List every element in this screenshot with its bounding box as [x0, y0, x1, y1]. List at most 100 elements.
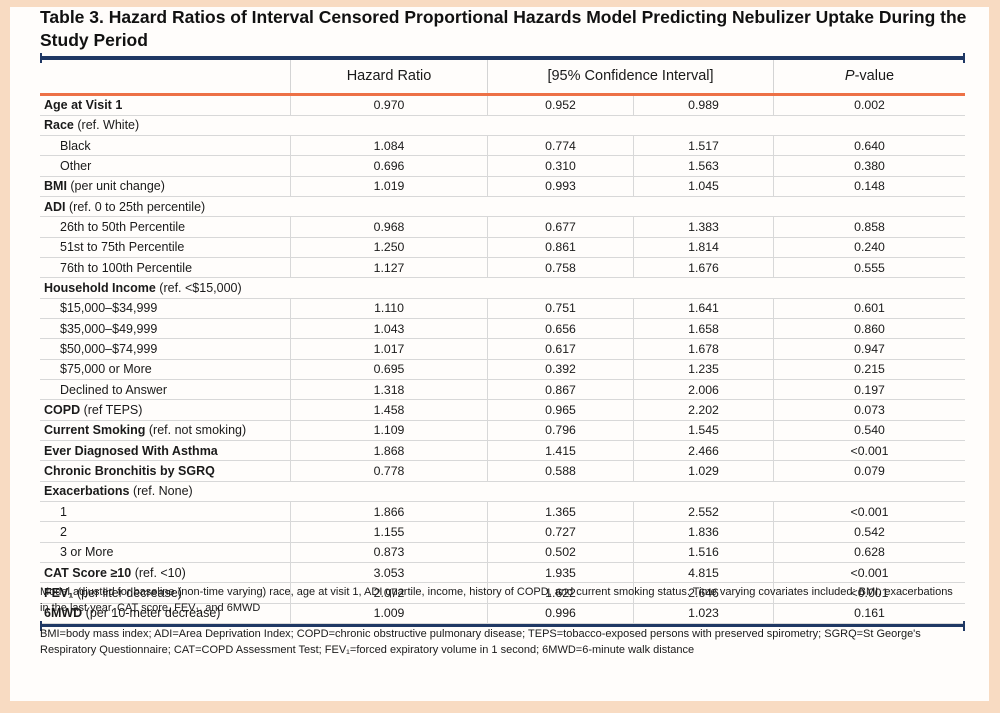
cell-ci-low: 0.952: [487, 95, 633, 115]
table-row: FEV₁ (per liter decrease) 2.072 1.622 2.646…: [40, 583, 965, 604]
table-row: Black 1.084 0.774 1.517 0.640: [40, 136, 965, 157]
row-label: Black: [60, 138, 91, 153]
cell-hazard-ratio: 1.019: [290, 176, 487, 197]
cell-hazard-ratio: 1.127: [290, 258, 487, 278]
row-label: $15,000–$34,999: [60, 301, 158, 316]
table-row: Declined to Answer 1.318 0.867 2.006 0.197: [40, 380, 965, 401]
row-label: ADI (ref. 0 to 25th percentile): [44, 199, 206, 214]
cell-p-value: <0.001: [773, 563, 965, 583]
row-label: BMI (per unit change): [44, 179, 165, 194]
row-label: 3 or More: [60, 545, 114, 560]
row-label: Current Smoking (ref. not smoking): [44, 423, 247, 438]
cell-ci-high: 1.545: [633, 420, 773, 441]
cell-ci-low: 1.365: [487, 502, 633, 522]
header-hazard-ratio: Hazard Ratio: [290, 59, 487, 93]
cell-ci-low: 0.774: [487, 136, 633, 156]
table-title: Table 3. Hazard Ratios of Interval Censo…: [40, 7, 967, 50]
row-label: Race (ref. White): [44, 118, 140, 133]
cell-ci-high: 1.517: [633, 136, 773, 156]
table-row: 1 1.866 1.365 2.552 <0.001: [40, 502, 965, 523]
table-row: Current Smoking (ref. not smoking) 1.109 0…: [40, 420, 965, 442]
cell-p-value: 0.540: [773, 420, 965, 441]
header-p-rest: -value: [854, 68, 895, 84]
row-label: Age at Visit 1: [44, 98, 123, 113]
row-label: Declined to Answer: [60, 382, 168, 397]
cell-hazard-ratio: 0.778: [290, 461, 487, 481]
cell-ci-low: 0.727: [487, 522, 633, 542]
table-row: CAT Score ≥10 (ref. <10) 3.053 1.935 4.815 <…: [40, 563, 965, 584]
cell-p-value: 0.079: [773, 461, 965, 481]
cell-ci-low: 0.758: [487, 258, 633, 278]
cell-ci-high: 1.678: [633, 339, 773, 359]
footnote-model: Model adjusted for baseline (non-time va…: [40, 586, 953, 614]
row-label: 1: [60, 504, 67, 519]
table-row: $15,000–$34,999 1.110 0.751 1.641 0.601: [40, 298, 965, 320]
cell-ci-high: 2.466: [633, 441, 773, 461]
cell-hazard-ratio: 0.970: [290, 95, 487, 115]
row-label: 76th to 100th Percentile: [60, 260, 193, 275]
table-row: $75,000 or More 0.695 0.392 1.235 0.215: [40, 359, 965, 381]
row-label: 26th to 50th Percentile: [60, 220, 186, 235]
cell-p-value: 0.002: [773, 95, 965, 115]
cell-hazard-ratio: 1.250: [290, 237, 487, 258]
cell-ci-high: 2.646: [633, 583, 773, 603]
cell-ci-low: 0.677: [487, 217, 633, 237]
header-p-italic: P: [844, 68, 855, 84]
cell-ci-low: 0.617: [487, 339, 633, 359]
row-label: COPD (ref TEPS): [44, 403, 143, 418]
cell-p-value: 0.601: [773, 298, 965, 319]
cell-p-value: 0.240: [773, 237, 965, 258]
cell-hazard-ratio: 1.043: [290, 319, 487, 339]
cell-hazard-ratio: 3.053: [290, 563, 487, 583]
table-row: 76th to 100th Percentile 1.127 0.758 1.676 0…: [40, 258, 965, 279]
cell-ci-low: 1.935: [487, 563, 633, 583]
cell-p-value: 0.380: [773, 156, 965, 176]
cell-ci-high: 2.006: [633, 380, 773, 400]
table-row: Age at Visit 1 0.970 0.952 0.989 0.002: [40, 95, 965, 116]
cell-p-value: 0.197: [773, 380, 965, 400]
table-row: 51st to 75th Percentile 1.250 0.861 1.814 0.…: [40, 237, 965, 259]
cell-p-value: 0.161: [773, 603, 965, 624]
cell-ci-high: 2.552: [633, 502, 773, 522]
cell-ci-high: 1.563: [633, 156, 773, 176]
row-label: 51st to 75th Percentile: [60, 240, 185, 255]
row-label: Exacerbations (ref. None): [44, 484, 193, 499]
cell-ci-high: 1.814: [633, 237, 773, 258]
cell-hazard-ratio: 1.009: [290, 603, 487, 624]
cell-p-value: 0.858: [773, 217, 965, 237]
cell-p-value: 0.628: [773, 542, 965, 563]
cell-hazard-ratio: 1.110: [290, 298, 487, 319]
header-p-value: P -value: [773, 59, 965, 93]
cell-ci-high: 1.029: [633, 461, 773, 481]
cell-ci-high: 1.658: [633, 319, 773, 339]
row-label: FEV₁ (per liter decrease): [44, 586, 182, 601]
cell-ci-low: 0.588: [487, 461, 633, 481]
header-empty: [40, 60, 290, 93]
bottom-rule: [40, 621, 965, 630]
table-row: ADI (ref. 0 to 25th percentile): [40, 197, 965, 218]
cell-ci-low: 0.996: [487, 603, 633, 624]
cell-p-value: <0.001: [773, 583, 965, 603]
cell-hazard-ratio: 2.072: [290, 583, 487, 603]
cell-hazard-ratio: 0.968: [290, 217, 487, 237]
footnote-abbreviations: BMI=body mass index; ADI=Area Deprivatio…: [40, 628, 921, 656]
cell-p-value: 0.148: [773, 176, 965, 197]
table-row: COPD (ref TEPS) 1.458 0.965 2.202 0.073: [40, 400, 965, 421]
cell-ci-low: 1.622: [487, 583, 633, 603]
row-label: CAT Score ≥10 (ref. <10): [44, 565, 186, 580]
row-label: 6MWD (per 10-meter decrease): [44, 606, 221, 621]
table-body: Age at Visit 1 0.970 0.952 0.989 0.002 Race (…: [40, 95, 965, 625]
row-label: $75,000 or More: [60, 362, 152, 377]
row-label: 2: [60, 525, 67, 540]
header-confidence-interval: [95% Confidence Interval]: [487, 59, 773, 93]
cell-p-value: 0.215: [773, 359, 965, 380]
header-orange-rule: [40, 92, 965, 96]
cell-p-value: 0.640: [773, 136, 965, 156]
cell-ci-low: 0.796: [487, 420, 633, 441]
cell-ci-low: 0.861: [487, 237, 633, 258]
cell-p-value: <0.001: [773, 441, 965, 461]
table-row: Ever Diagnosed With Asthma 1.868 1.415 2.46…: [40, 441, 965, 462]
row-label: Household Income (ref. <$15,000): [44, 281, 242, 296]
top-rule: [40, 53, 965, 63]
